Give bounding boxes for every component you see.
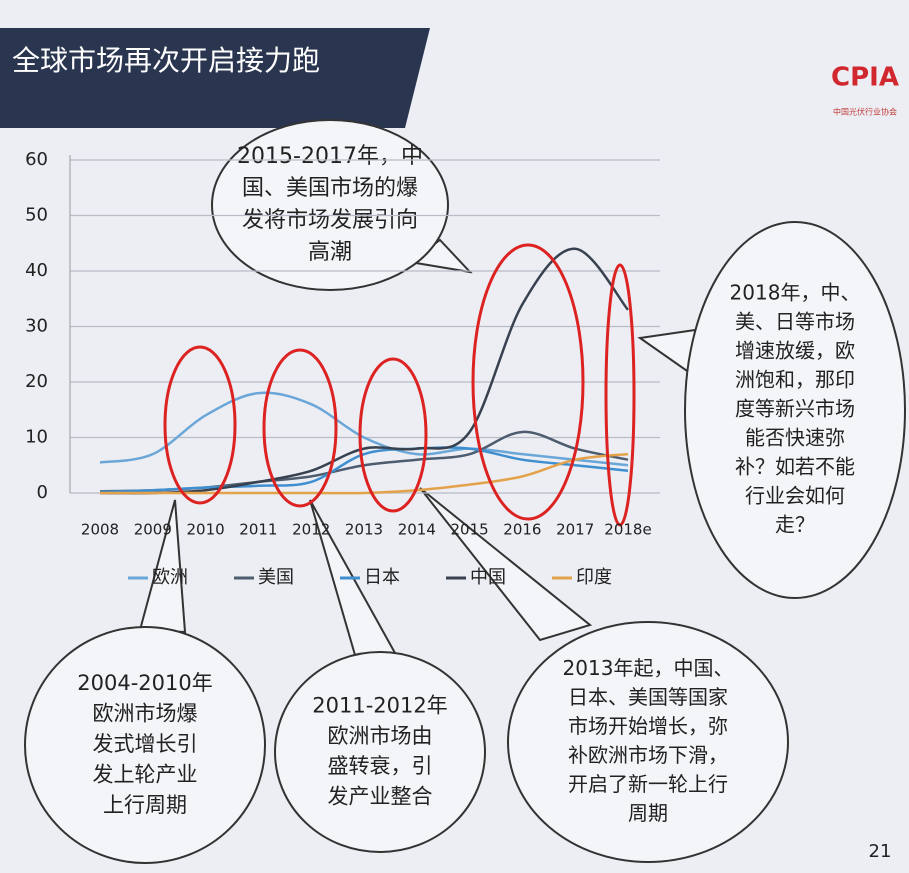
callout-text: 上行周期 [103,793,187,817]
y-tick-label: 40 [25,260,48,281]
legend-label: 中国 [470,567,506,588]
callout-text: 欧洲市场爆 [93,702,198,726]
x-tick-label: 2012 [292,521,330,539]
callout-text: 周期 [628,801,668,825]
callout-text: 能否快速弥 [745,426,845,450]
legend-label: 日本 [364,567,400,588]
y-tick-label: 0 [37,482,48,503]
y-tick-label: 30 [25,316,48,337]
slide-title: 全球市场再次开启接力跑 [12,44,320,77]
y-tick-label: 50 [25,205,48,226]
callout-bubble [24,626,266,864]
callout-text: 2011-2012年 [312,693,447,717]
highlight [163,345,237,505]
callout-text: 发将市场发展引向 [242,208,418,233]
logo-caption: 中国光伏行业协会 [833,107,897,117]
callout-text: 增速放缓，欧 [735,339,855,363]
callout-text: 市场开始增长，弥 [568,714,728,738]
x-tick-label: 2008 [81,521,119,539]
callout-bubble [211,119,449,291]
callout-bubble [684,221,906,599]
callout-text: 发上轮产业 [93,762,198,786]
callout-text: 走？ [775,513,815,537]
y-tick-label: 10 [25,427,48,448]
x-tick-label: 2010 [187,521,225,539]
callout-text: 补欧洲市场下滑， [568,743,728,767]
callout-text: 2018年，中、 [730,281,861,305]
series-line [99,391,629,467]
callout-tail [419,487,593,642]
legend-label: 美国 [258,567,294,588]
callout-text: 发式增长引 [93,732,198,756]
callout-text: 发产业整合 [328,785,433,809]
callout-bubble [274,651,486,853]
callout-text: 美、日等市场 [735,310,855,334]
series-line [99,446,629,494]
x-tick-label: 2013 [345,521,383,539]
legend-label: 印度 [576,567,612,588]
callout-text: 2004-2010年 [77,671,212,695]
highlight [262,348,338,508]
highlight [604,263,636,527]
callout-bubble [507,621,789,863]
callout-text: 国、美国市场的爆 [242,176,418,201]
callout-text: 日本、美国等国家 [568,685,728,709]
callout-tails [138,238,702,664]
callout-text: 高潮 [308,240,352,265]
x-tick-label: 2014 [398,521,436,539]
highlight [471,243,585,521]
x-tick-label: 2016 [503,521,541,539]
callout-text: 2013年起，中国、 [563,656,734,680]
series-line [99,247,629,495]
highlight-ellipses [163,243,636,527]
callout-text: 洲饱和，那印 [735,368,855,392]
logo: CPIA [831,63,899,93]
page-number: 21 [869,841,892,862]
x-tick-label: 2017 [556,521,594,539]
callout-text: 欧洲市场由 [328,724,433,748]
title-banner [0,28,430,128]
x-tick-label: 2009 [134,521,172,539]
y-tick-label: 20 [25,371,48,392]
callout-text: 2015-2017年，中 [237,144,423,169]
highlight [358,357,428,513]
x-tick-label: 2015 [451,521,489,539]
series-line [99,452,629,495]
x-tick-label: 2018e [604,521,651,539]
callout-text: 行业会如何 [745,484,845,508]
y-tick-label: 60 [25,149,48,170]
callout-text: 度等新兴市场 [735,397,855,421]
callout-text: 补？如若不能 [735,455,855,479]
callout-text: 盛转衰，引 [328,754,433,778]
legend-label: 欧洲 [152,567,188,588]
callout-text: 开启了新一轮上行 [568,772,728,796]
x-tick-label: 2011 [239,521,277,539]
